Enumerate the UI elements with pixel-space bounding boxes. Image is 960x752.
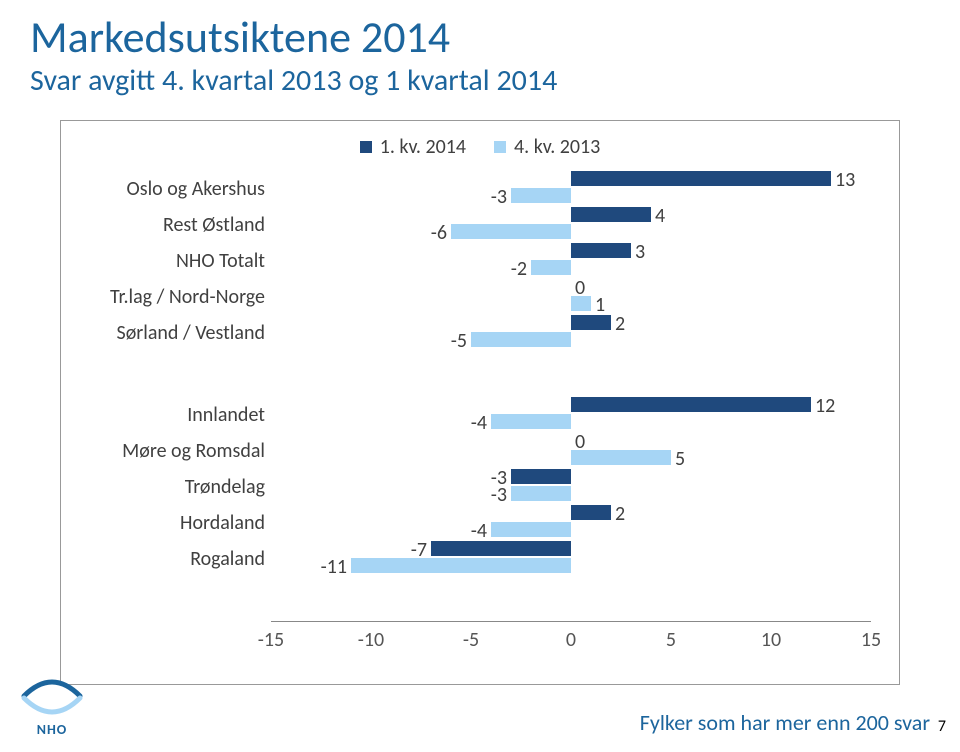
value-label: -11	[321, 555, 347, 579]
value-label: -2	[511, 257, 527, 281]
value-label: 3	[635, 240, 645, 264]
plot-area: Oslo og Akershus13-3Rest Østland4-6NHO T…	[271, 171, 871, 621]
data-bar	[531, 260, 571, 275]
value-label: 13	[835, 168, 855, 192]
legend-label: 4. kv. 2013	[514, 135, 600, 159]
value-label: -3	[491, 483, 507, 507]
category-label: Trøndelag	[45, 475, 265, 499]
category-label: Sørland / Vestland	[45, 321, 265, 345]
legend: 1. kv. 2014 4. kv. 2013	[61, 121, 899, 159]
logo-label: NHO	[20, 721, 84, 738]
data-bar	[431, 541, 571, 556]
legend-item: 1. kv. 2014	[360, 135, 466, 159]
axis-tick: 10	[761, 628, 781, 652]
data-bar	[571, 505, 611, 520]
slide: Markedsutsiktene 2014 Svar avgitt 4. kva…	[0, 0, 960, 752]
data-bar	[511, 486, 571, 501]
legend-swatch-icon	[360, 141, 372, 153]
data-bar	[451, 224, 571, 239]
data-bar	[571, 450, 671, 465]
category-label: NHO Totalt	[45, 249, 265, 273]
data-bar	[571, 296, 591, 311]
value-label: 2	[615, 502, 625, 526]
value-label: 2	[615, 312, 625, 336]
axis-tick: 5	[666, 628, 676, 652]
logo-swoosh-icon	[20, 674, 84, 716]
page-title: Markedsutsiktene 2014	[30, 10, 450, 64]
legend-item: 4. kv. 2013	[494, 135, 600, 159]
data-bar	[351, 558, 571, 573]
value-label: -4	[471, 519, 487, 543]
value-label: 1	[595, 293, 605, 317]
chart-container: 1. kv. 20144. kv. 2013 Oslo og Akershus1…	[60, 120, 900, 685]
data-bar	[571, 207, 651, 222]
x-axis: -15-10-5051015	[271, 621, 871, 661]
page-number: 7	[938, 717, 946, 736]
data-bar	[571, 315, 611, 330]
value-label: -6	[431, 221, 447, 245]
category-label: Hordaland	[45, 511, 265, 535]
category-label: Rogaland	[45, 547, 265, 571]
data-bar	[571, 243, 631, 258]
page-subtitle: Svar avgitt 4. kvartal 2013 og 1 kvartal…	[30, 62, 557, 99]
axis-tick: -5	[463, 628, 479, 652]
data-bar	[571, 397, 811, 412]
legend-swatch-icon	[494, 141, 506, 153]
axis-tick: -10	[358, 628, 384, 652]
value-label: -4	[471, 411, 487, 435]
axis-tick: -15	[258, 628, 284, 652]
footnote: Fylker som har mer enn 200 svar	[640, 709, 930, 736]
category-label: Oslo og Akershus	[45, 177, 265, 201]
value-label: 4	[655, 204, 665, 228]
logo: NHO	[20, 674, 84, 738]
data-bar	[491, 522, 571, 537]
category-label: Rest Østland	[45, 213, 265, 237]
data-bar	[511, 188, 571, 203]
category-label: Tr.lag / Nord-Norge	[45, 285, 265, 309]
value-label: 12	[815, 394, 835, 418]
axis-tick: 0	[566, 628, 576, 652]
value-label: -5	[451, 329, 467, 353]
axis-tick: 15	[861, 628, 881, 652]
category-label: Innlandet	[45, 403, 265, 427]
data-bar	[511, 469, 571, 484]
data-bar	[471, 332, 571, 347]
value-label: -3	[491, 185, 507, 209]
legend-label: 1. kv. 2014	[380, 135, 466, 159]
value-label: 5	[675, 447, 685, 471]
category-label: Møre og Romsdal	[45, 439, 265, 463]
data-bar	[491, 414, 571, 429]
data-bar	[571, 171, 831, 186]
